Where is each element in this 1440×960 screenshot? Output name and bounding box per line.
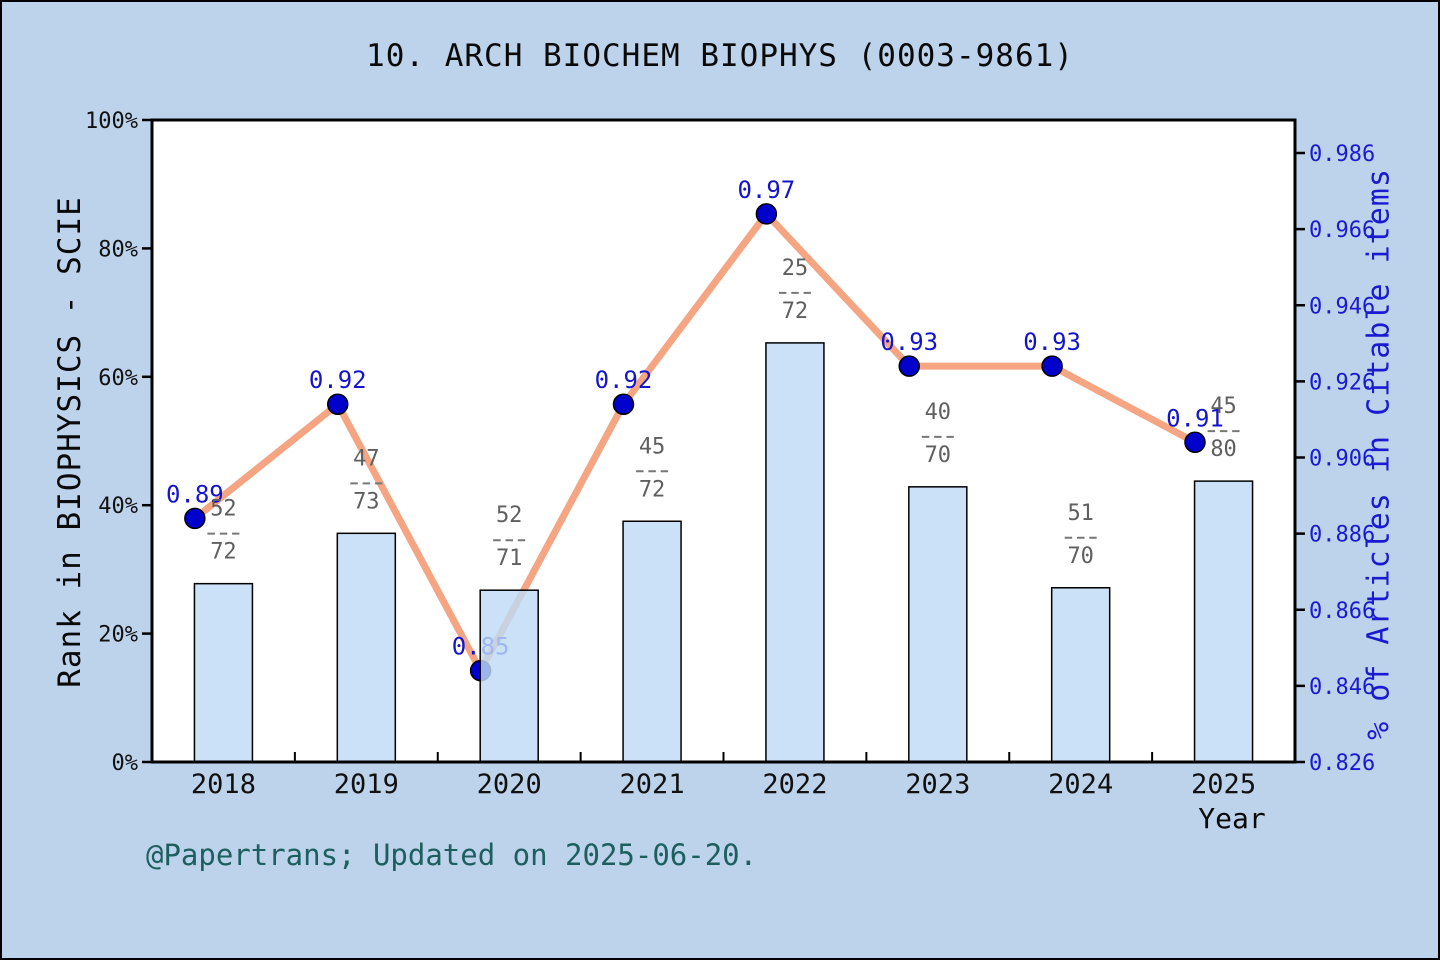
x-tick-label: 2020 [477, 769, 542, 800]
bar-fraction-denominator: 70 [925, 443, 952, 468]
point-value-label: 0.92 [309, 366, 367, 394]
bar-fraction-denominator: 72 [639, 477, 666, 502]
bar [1193, 480, 1254, 763]
bar-fraction-denominator: 73 [353, 489, 380, 514]
bar [336, 532, 397, 763]
line-series [191, 210, 1199, 675]
right-tick-label: 0.846 [1309, 675, 1375, 700]
bar-fraction-numerator: 45 [1210, 394, 1237, 419]
line-point [755, 203, 778, 225]
point-value-label: 0.92 [595, 366, 653, 394]
bar [622, 520, 682, 763]
bar-fraction-numerator: 51 [1067, 501, 1094, 526]
x-tick-label: 2019 [334, 769, 399, 800]
left-tick-label: 80% [98, 237, 138, 262]
left-axis-label: Rank in BIOPHYSICS - SCIE [52, 196, 88, 688]
bar [479, 589, 539, 763]
bar-fraction-numerator: 40 [925, 400, 952, 425]
line-point [612, 393, 635, 415]
right-axis-label: % of Articles in Citable items [1361, 168, 1397, 740]
point-value-label: 0.93 [880, 328, 938, 356]
bar-fraction-numerator: 45 [639, 434, 666, 459]
line-point [1041, 355, 1063, 377]
x-tick-label: 2018 [191, 769, 256, 800]
bar-fraction-numerator: 47 [353, 446, 380, 471]
bar-fraction-denominator: 71 [496, 546, 523, 571]
right-tick-label: 0.986 [1309, 142, 1375, 167]
left-tick-label: 100% [85, 109, 138, 134]
line-point [1184, 431, 1206, 454]
bar-fraction-denominator: 80 [1210, 437, 1237, 462]
line-point [326, 393, 349, 415]
right-tick-label: 0.966 [1309, 218, 1375, 243]
line-point [184, 507, 206, 530]
x-tick-label: 2022 [762, 769, 827, 800]
right-tick-label: 0.826 [1309, 751, 1375, 776]
footer-credit: @Papertrans; Updated on 2025-06-20. [146, 838, 758, 872]
left-tick-label: 40% [98, 494, 138, 519]
x-tick-label: 2023 [905, 769, 970, 800]
bar [908, 486, 968, 763]
right-tick-label: 0.906 [1309, 447, 1375, 472]
bar [765, 342, 825, 763]
left-tick-label: 0% [112, 751, 139, 776]
right-tick-label: 0.886 [1309, 523, 1375, 548]
left-tick-label: 60% [98, 366, 138, 391]
plot-area [152, 120, 1295, 762]
point-value-label: 0.91 [1166, 404, 1224, 432]
bar-fraction-numerator: 25 [782, 256, 809, 281]
right-tick-label: 0.866 [1309, 599, 1375, 624]
bar [193, 582, 254, 763]
right-tick-label: 0.926 [1309, 370, 1375, 395]
point-value-label: 0.97 [737, 176, 795, 204]
left-tick-label: 20% [98, 623, 138, 648]
bar-fraction-denominator: 70 [1067, 544, 1094, 569]
bar [1050, 587, 1111, 763]
x-tick-label: 2021 [620, 769, 685, 800]
bar-fraction-denominator: 72 [210, 540, 237, 565]
right-tick-label: 0.946 [1309, 294, 1375, 319]
line-point [898, 355, 920, 377]
point-value-label: 0.93 [1023, 328, 1081, 356]
bar-fraction-numerator: 52 [210, 497, 237, 522]
x-tick-label: 2025 [1191, 769, 1256, 800]
plot-frame [150, 118, 1297, 764]
point-value-label: 0.89 [166, 480, 224, 508]
x-axis-label: Year [1198, 802, 1266, 835]
x-tick-label: 2024 [1048, 769, 1113, 800]
chart-title: 10. ARCH BIOCHEM BIOPHYS (0003-9861) [366, 38, 1074, 74]
bar-fraction-denominator: 72 [782, 299, 809, 324]
bar-fraction-numerator: 52 [496, 503, 523, 528]
